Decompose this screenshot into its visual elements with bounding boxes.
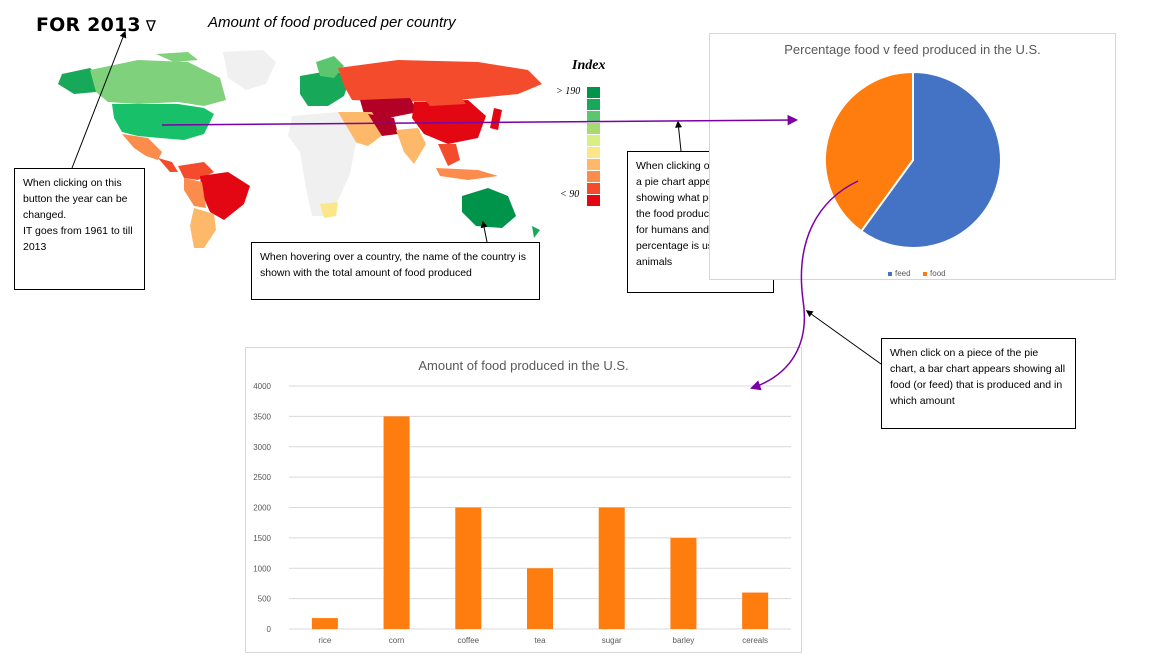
y-tick-label: 500 bbox=[258, 595, 272, 604]
x-tick-label: corn bbox=[389, 636, 405, 645]
note-hover: When hovering over a country, the name o… bbox=[251, 242, 540, 300]
country-arctic-islands[interactable] bbox=[156, 52, 198, 62]
legend-swatch bbox=[587, 123, 600, 134]
note-year-selector: When clicking on this button the year ca… bbox=[14, 168, 145, 290]
pie-legend-item-feed: feed bbox=[888, 269, 911, 278]
country-mexico[interactable] bbox=[122, 134, 162, 160]
country-africa[interactable] bbox=[288, 112, 356, 216]
x-tick-label: cereals bbox=[742, 636, 768, 645]
note-pie-click: When click on a piece of the pie chart, … bbox=[881, 338, 1076, 429]
country-central-america[interactable] bbox=[158, 158, 178, 172]
y-tick-label: 2000 bbox=[253, 504, 271, 513]
x-tick-label: barley bbox=[673, 636, 695, 645]
x-tick-label: coffee bbox=[457, 636, 479, 645]
country-greenland[interactable] bbox=[223, 50, 276, 90]
y-tick-label: 3000 bbox=[253, 443, 271, 452]
country-china[interactable] bbox=[412, 100, 486, 144]
legend-swatch bbox=[587, 183, 600, 194]
y-tick-label: 3500 bbox=[253, 412, 271, 421]
pie-legend: feed food bbox=[888, 263, 946, 281]
country-brazil[interactable] bbox=[200, 172, 250, 220]
legend-swatch bbox=[587, 171, 600, 182]
note-pie-click-text: When click on a piece of the pie chart, … bbox=[890, 347, 1066, 407]
map-title: Amount of food produced per country bbox=[208, 14, 456, 31]
note-hover-text: When hovering over a country, the name o… bbox=[260, 251, 526, 279]
legend-swatch bbox=[587, 87, 600, 98]
bar-tea[interactable] bbox=[527, 568, 553, 629]
country-southeast-asia[interactable] bbox=[438, 144, 460, 166]
country-indonesia[interactable] bbox=[436, 168, 498, 180]
country-russia[interactable] bbox=[338, 60, 542, 102]
country-canada[interactable] bbox=[90, 60, 226, 106]
legend-swatch bbox=[587, 111, 600, 122]
legend-swatch bbox=[587, 195, 600, 206]
country-peru[interactable] bbox=[184, 178, 206, 208]
bar-coffee[interactable] bbox=[455, 507, 482, 630]
country-new-zealand[interactable] bbox=[532, 226, 540, 238]
country-australia[interactable] bbox=[462, 188, 516, 228]
y-tick-label: 0 bbox=[267, 625, 272, 634]
y-tick-label: 4000 bbox=[253, 382, 271, 391]
legend-swatch bbox=[587, 99, 600, 110]
pie-slice-feed[interactable] bbox=[859, 70, 1002, 249]
country-japan[interactable] bbox=[490, 108, 502, 130]
year-label: FOR 2013 bbox=[36, 14, 141, 36]
bar-chart[interactable]: 0 500 1000 1500 2000 2500 3000 3500 4000 rice corn… bbox=[246, 348, 801, 652]
country-south-africa[interactable] bbox=[320, 202, 338, 218]
bar-rice[interactable] bbox=[311, 618, 338, 629]
legend-swatch bbox=[587, 135, 600, 146]
bar-barley[interactable] bbox=[670, 537, 697, 629]
y-tick-label: 1500 bbox=[253, 534, 271, 543]
note-year-text: When clicking on this button the year ca… bbox=[23, 177, 133, 253]
legend-swatch bbox=[587, 159, 600, 170]
country-europe[interactable] bbox=[300, 70, 350, 106]
x-tick-label: tea bbox=[534, 636, 546, 645]
x-tick-label: sugar bbox=[602, 636, 622, 645]
country-india[interactable] bbox=[396, 128, 426, 164]
country-kazakhstan[interactable] bbox=[360, 98, 418, 118]
country-mongolia[interactable] bbox=[422, 94, 466, 106]
arrow-pie-note bbox=[805, 310, 882, 365]
bar-chart-title: Amount of food produced in the U.S. bbox=[418, 358, 629, 373]
legend-swatch bbox=[587, 147, 600, 158]
legend-title: Index bbox=[572, 58, 606, 73]
legend-low-label: < 90 bbox=[560, 189, 580, 200]
triangle-down-icon: ∇ bbox=[145, 17, 157, 35]
year-selector-button[interactable]: FOR 2013 ∇ bbox=[36, 14, 156, 36]
country-usa[interactable] bbox=[112, 104, 214, 140]
pie-chart-title: Percentage food v feed produced in the U… bbox=[784, 42, 1041, 57]
country-argentina[interactable] bbox=[190, 208, 216, 248]
pie-chart[interactable] bbox=[710, 34, 1115, 279]
bar-corn[interactable] bbox=[383, 416, 410, 629]
legend-high-label: > 190 bbox=[556, 86, 581, 97]
pie-chart-panel: Percentage food v feed produced in the U… bbox=[709, 33, 1116, 280]
arrow-country-note bbox=[675, 120, 683, 152]
bar-chart-panel: Amount of food produced in the U.S. 0 500… bbox=[245, 347, 802, 653]
bar-sugar[interactable] bbox=[598, 507, 625, 630]
x-tick-label: rice bbox=[318, 636, 331, 645]
y-tick-label: 2500 bbox=[253, 473, 271, 482]
y-tick-label: 1000 bbox=[253, 564, 271, 573]
country-scandinavia[interactable] bbox=[316, 56, 344, 78]
bar-cereals[interactable] bbox=[742, 592, 769, 629]
pie-legend-item-food: food bbox=[923, 269, 946, 278]
